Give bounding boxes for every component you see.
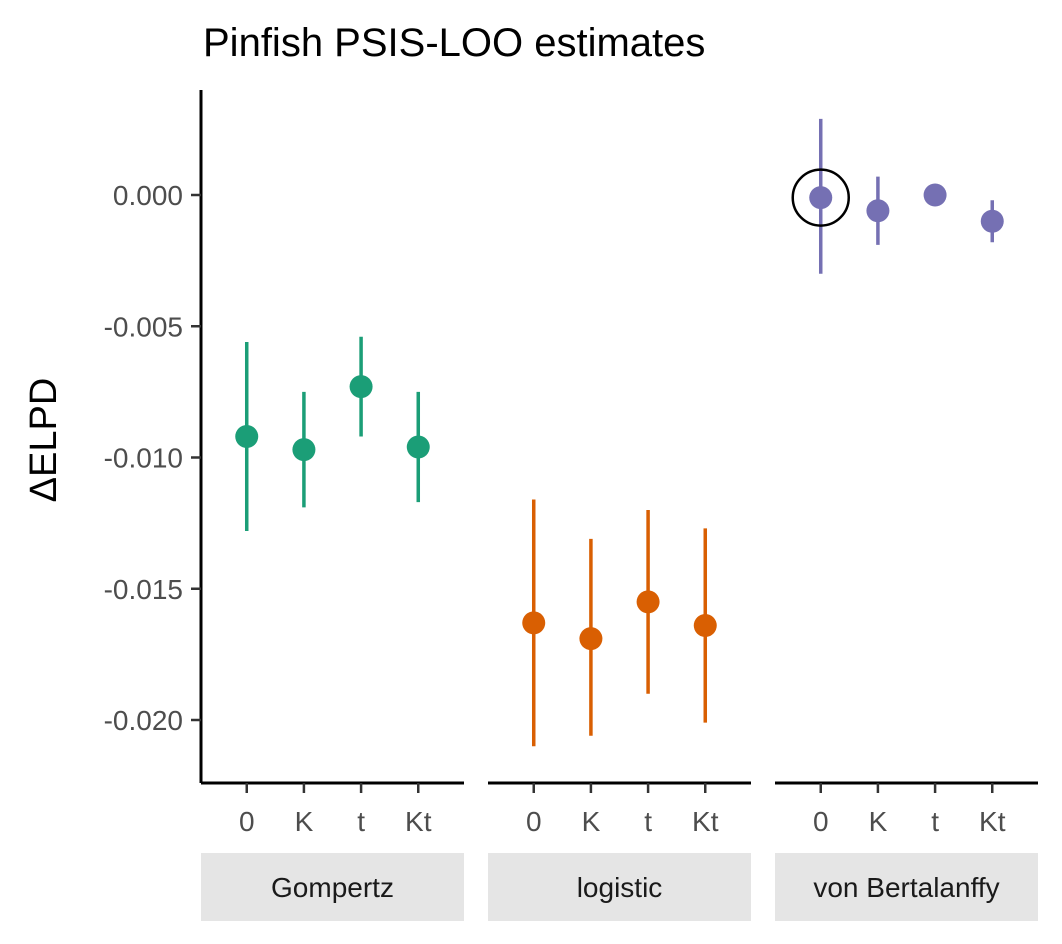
x-tick-label: K <box>295 806 314 837</box>
facet-strip-label: logistic <box>577 872 663 903</box>
x-tick-label: K <box>582 806 601 837</box>
x-tick-label: 0 <box>239 806 255 837</box>
data-point <box>349 375 373 399</box>
data-point <box>579 627 603 651</box>
x-tick-label: K <box>869 806 888 837</box>
x-tick-label: 0 <box>526 806 542 837</box>
x-tick-label: 0 <box>813 806 829 837</box>
y-tick-label: -0.005 <box>104 311 183 342</box>
y-tick-label: 0.000 <box>113 180 183 211</box>
chart-title: Pinfish PSIS-LOO estimates <box>203 21 705 65</box>
data-point <box>923 183 947 207</box>
data-point <box>292 438 316 462</box>
facet-strip <box>775 853 1038 921</box>
highlight-ring <box>791 168 850 227</box>
facet-strip <box>488 853 751 921</box>
x-tick-label: Kt <box>692 806 719 837</box>
y-tick-label: -0.020 <box>104 705 183 736</box>
y-axis: 0.000 -0.005 -0.010 -0.015 -0.020 <box>104 90 203 783</box>
x-tick-label: t <box>644 806 652 837</box>
data-point <box>235 425 259 448</box>
data-point <box>809 186 833 210</box>
data-point <box>406 435 430 459</box>
x-tick-label: t <box>357 806 365 837</box>
y-tick-label: -0.015 <box>104 574 183 605</box>
y-axis-label: ΔELPD <box>23 378 65 503</box>
data-point <box>522 611 546 635</box>
data-point <box>980 209 1004 233</box>
data-point <box>636 590 660 614</box>
y-tick-label: -0.010 <box>104 443 183 474</box>
facet-strip-label: von Bertalanffy <box>813 872 999 903</box>
data-point <box>866 199 890 223</box>
x-tick-label: Kt <box>405 806 432 837</box>
x-tick-label: Kt <box>979 806 1006 837</box>
data-point <box>693 614 717 637</box>
x-tick-label: t <box>931 806 939 837</box>
facet-strip <box>201 853 464 921</box>
facet-strip-label: Gompertz <box>271 872 394 903</box>
